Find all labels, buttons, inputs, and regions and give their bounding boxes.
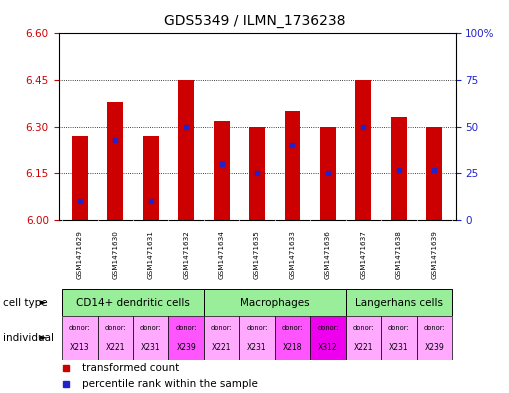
Bar <box>346 289 452 316</box>
Text: GSM1471629: GSM1471629 <box>77 230 83 279</box>
Bar <box>143 136 159 220</box>
Text: GSM1471639: GSM1471639 <box>431 230 437 279</box>
Text: donor:: donor: <box>69 325 91 331</box>
Text: donor:: donor: <box>353 325 374 331</box>
Text: GSM1471631: GSM1471631 <box>148 230 154 279</box>
Text: X221: X221 <box>212 343 232 353</box>
Text: ►: ► <box>40 334 47 342</box>
Text: GSM1471632: GSM1471632 <box>183 230 189 279</box>
Bar <box>133 316 168 360</box>
Text: X239: X239 <box>176 343 196 353</box>
Text: individual: individual <box>3 333 53 343</box>
Bar <box>62 289 204 316</box>
Bar <box>178 80 194 220</box>
Bar <box>275 316 310 360</box>
Text: donor:: donor: <box>211 325 233 331</box>
Bar <box>285 111 300 220</box>
Text: percentile rank within the sample: percentile rank within the sample <box>82 379 258 389</box>
Bar <box>381 316 416 360</box>
Text: X312: X312 <box>318 343 338 353</box>
Text: donor:: donor: <box>388 325 410 331</box>
Bar <box>249 127 265 220</box>
Text: donor:: donor: <box>317 325 339 331</box>
Text: X231: X231 <box>247 343 267 353</box>
Text: GSM1471634: GSM1471634 <box>218 230 224 279</box>
Text: X221: X221 <box>354 343 373 353</box>
Bar <box>427 127 442 220</box>
Text: GSM1471636: GSM1471636 <box>325 230 331 279</box>
Text: CD14+ dendritic cells: CD14+ dendritic cells <box>76 298 190 308</box>
Bar <box>346 316 381 360</box>
Text: X221: X221 <box>105 343 125 353</box>
Text: donor:: donor: <box>104 325 126 331</box>
Text: Langerhans cells: Langerhans cells <box>355 298 443 308</box>
Text: GSM1471633: GSM1471633 <box>290 230 296 279</box>
Text: cell type: cell type <box>3 298 47 308</box>
Text: GSM1471630: GSM1471630 <box>112 230 118 279</box>
Bar <box>355 80 372 220</box>
Bar <box>168 316 204 360</box>
Text: donor:: donor: <box>246 325 268 331</box>
Bar <box>62 316 98 360</box>
Text: GSM1471638: GSM1471638 <box>396 230 402 279</box>
Bar <box>416 316 452 360</box>
Bar <box>214 121 230 220</box>
Text: transformed count: transformed count <box>82 364 180 373</box>
Text: donor:: donor: <box>281 325 303 331</box>
Text: X239: X239 <box>425 343 444 353</box>
Bar <box>320 127 336 220</box>
Text: X218: X218 <box>282 343 302 353</box>
Text: GDS5349 / ILMN_1736238: GDS5349 / ILMN_1736238 <box>164 14 345 28</box>
Text: GSM1471637: GSM1471637 <box>360 230 366 279</box>
Text: X231: X231 <box>141 343 160 353</box>
Bar <box>72 136 88 220</box>
Text: ►: ► <box>40 298 47 307</box>
Text: Macrophages: Macrophages <box>240 298 309 308</box>
Bar <box>204 289 346 316</box>
Bar <box>310 316 346 360</box>
Bar <box>107 102 123 220</box>
Text: donor:: donor: <box>140 325 161 331</box>
Text: donor:: donor: <box>175 325 197 331</box>
Bar <box>204 316 239 360</box>
Bar <box>391 118 407 220</box>
Text: donor:: donor: <box>423 325 445 331</box>
Text: GSM1471635: GSM1471635 <box>254 230 260 279</box>
Bar <box>239 316 275 360</box>
Bar <box>98 316 133 360</box>
Text: X213: X213 <box>70 343 90 353</box>
Text: X231: X231 <box>389 343 409 353</box>
